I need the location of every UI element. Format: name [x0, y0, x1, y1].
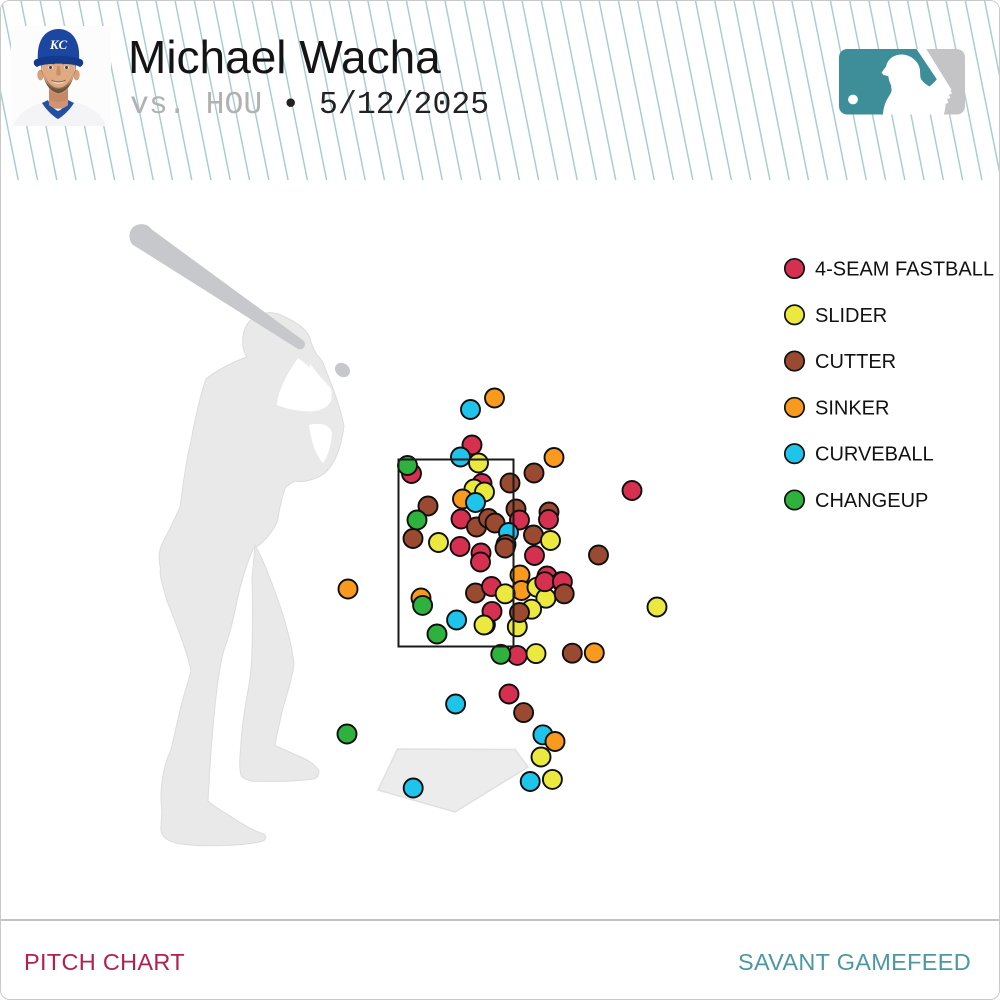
- svg-text:KC: KC: [49, 37, 68, 52]
- svg-text:SINKER: SINKER: [815, 397, 889, 419]
- svg-text:4-SEAM FASTBALL: 4-SEAM FASTBALL: [815, 259, 994, 281]
- svg-text:CURVEBALL: CURVEBALL: [815, 444, 934, 466]
- svg-text:CHANGEUP: CHANGEUP: [815, 490, 928, 512]
- svg-text:CUTTER: CUTTER: [815, 351, 896, 373]
- svg-text:SLIDER: SLIDER: [815, 305, 887, 327]
